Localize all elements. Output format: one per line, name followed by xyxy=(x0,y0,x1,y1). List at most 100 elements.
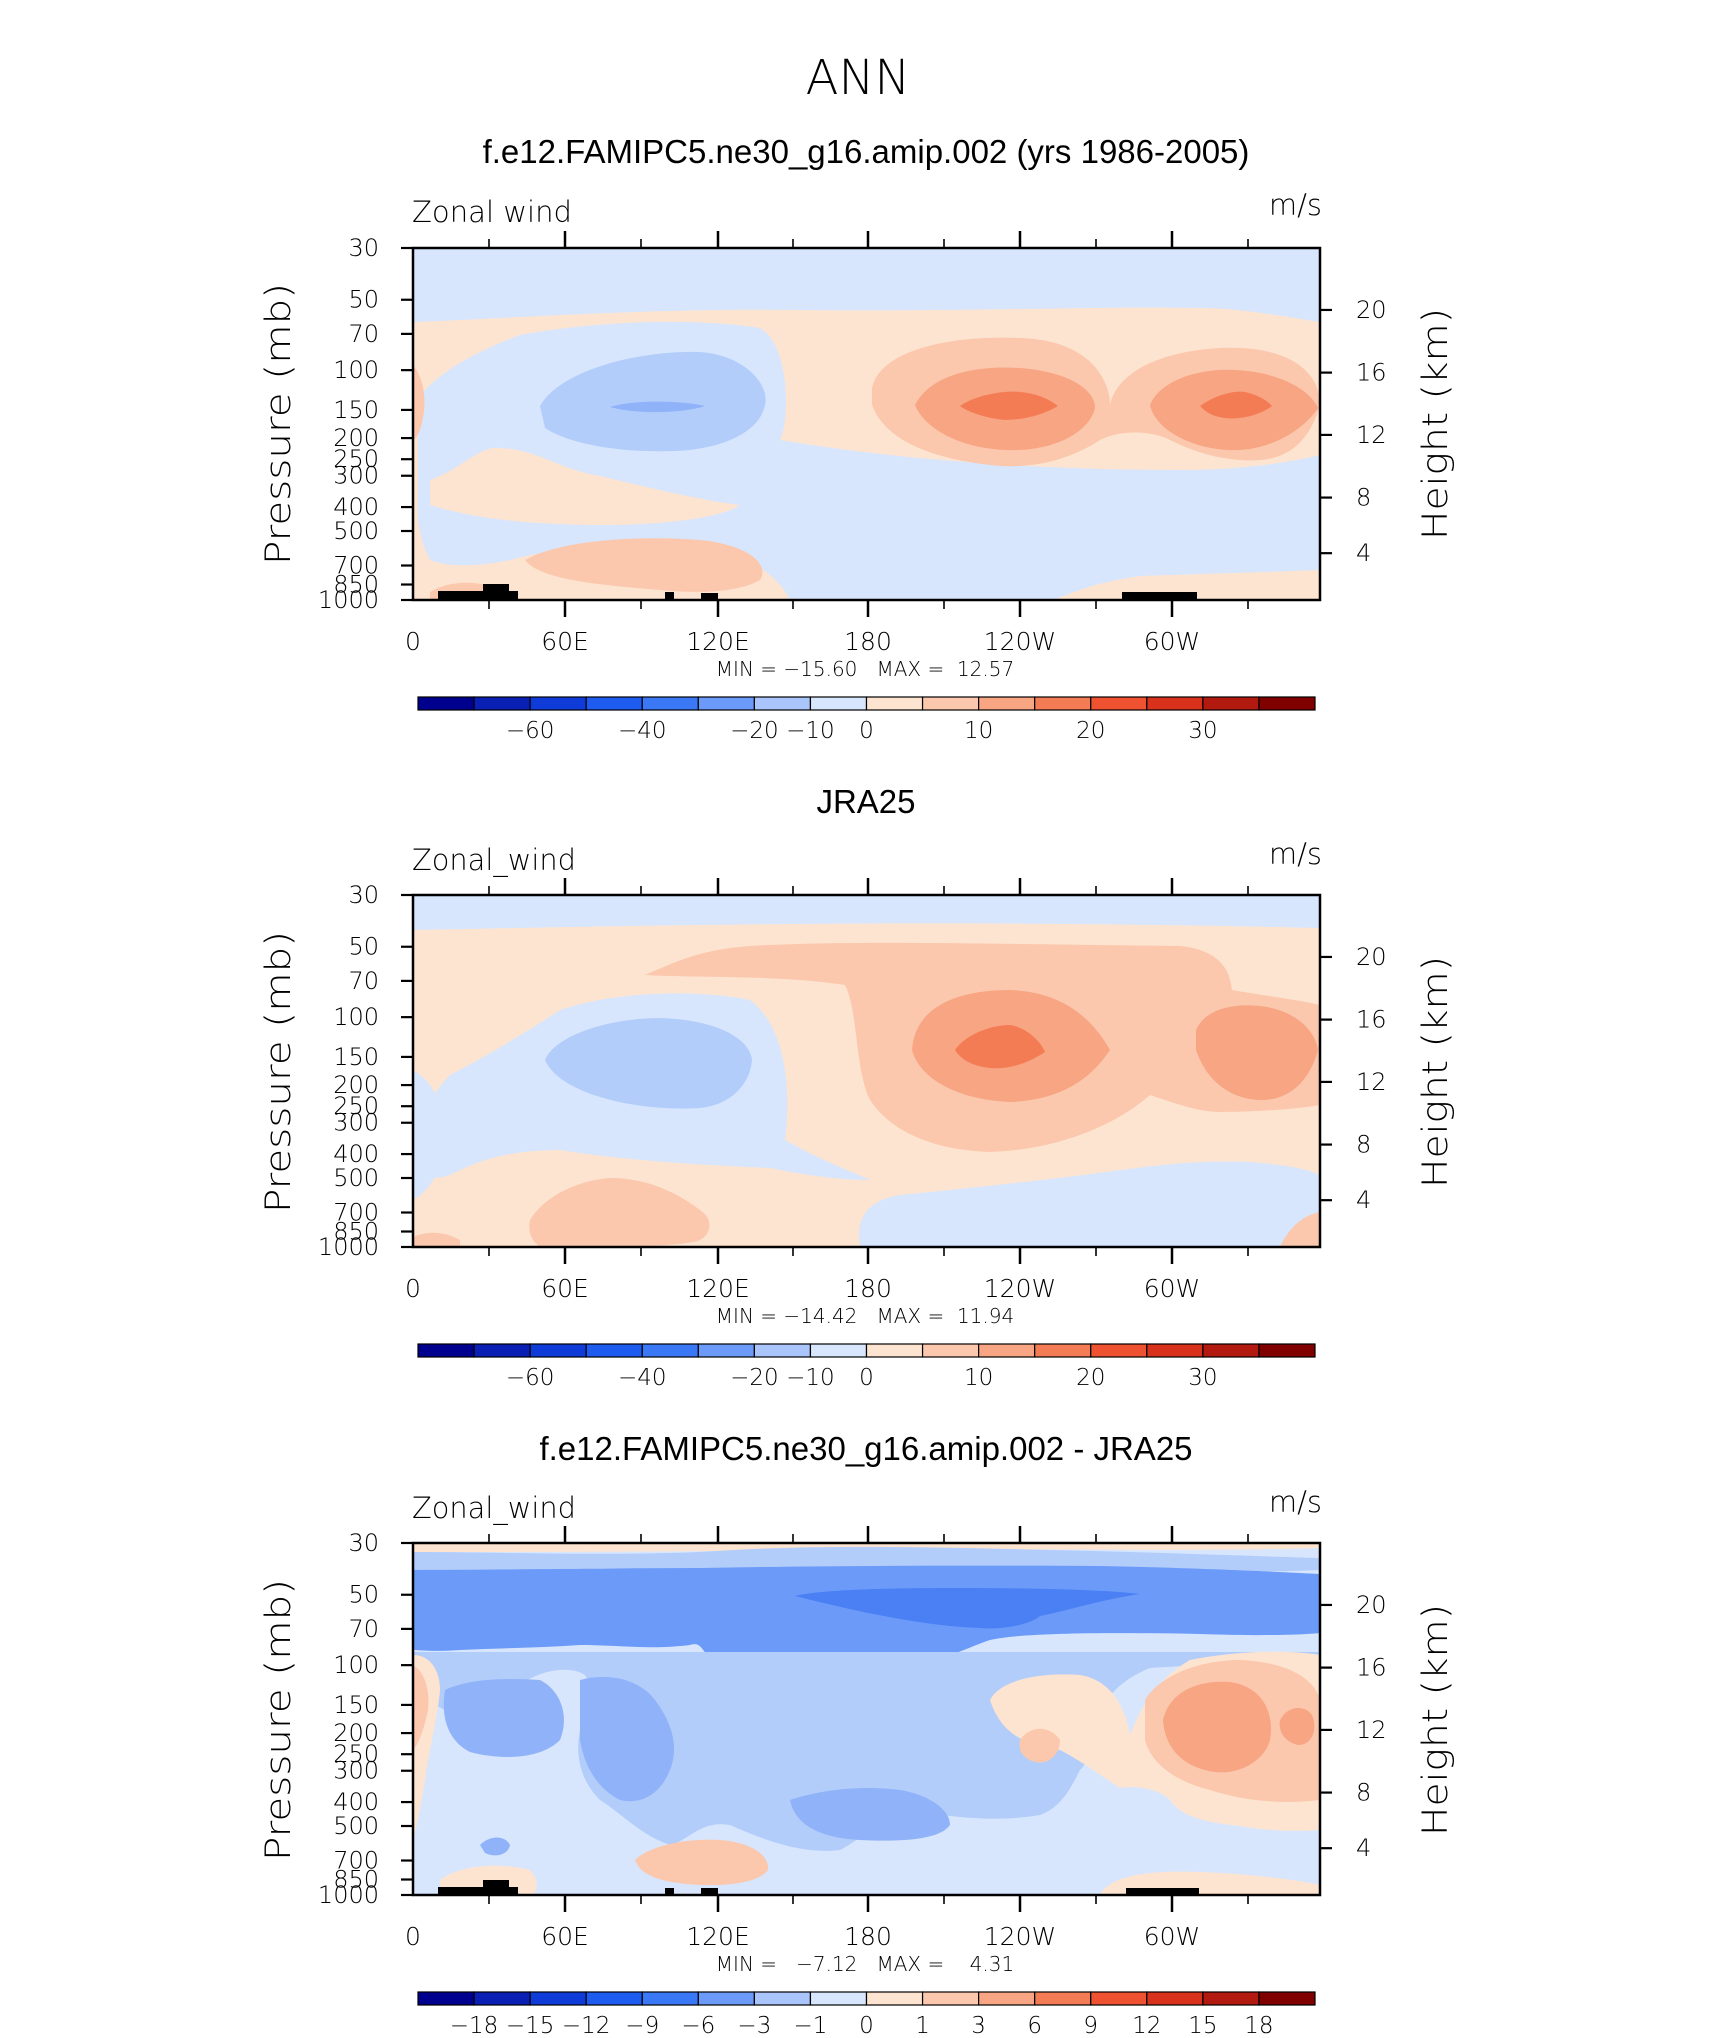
colorbar-label: 18 xyxy=(1244,2013,1273,2038)
y-tick-label: 400 xyxy=(333,493,379,521)
y-tick-label: 50 xyxy=(348,1581,379,1609)
y-tick-label: 700 xyxy=(333,1847,379,1875)
panel-3-title: f.e12.FAMIPC5.ne30_g16.amip.002 - JRA25 xyxy=(539,1430,1192,1467)
colorbar-swatch xyxy=(1146,1991,1204,2006)
panel-3-ylabel2: Height (km) xyxy=(1416,1604,1456,1836)
colorbar-swatch xyxy=(1258,696,1316,711)
colorbar-label: −9 xyxy=(625,2013,659,2038)
y-tick-label: 30 xyxy=(348,1529,379,1557)
colorbar-swatch xyxy=(753,1343,812,1358)
x-tick-label: 120W xyxy=(984,1922,1056,1951)
colorbar-label: −60 xyxy=(506,718,555,744)
colorbar-label: 20 xyxy=(1076,1365,1105,1391)
panel-2-title: JRA25 xyxy=(816,783,915,820)
y-tick-label: 30 xyxy=(348,234,379,262)
y-tick-label: 100 xyxy=(333,1003,379,1031)
y-tick-label: 500 xyxy=(333,1164,379,1192)
colorbar-swatch xyxy=(809,1991,868,2006)
x-tick-label: 0 xyxy=(405,1922,421,1951)
y2-tick-label: 20 xyxy=(1356,943,1387,971)
panel-2-ylabel: Pressure (mb) xyxy=(259,931,299,1213)
p1-fill-blue-2 xyxy=(610,401,705,413)
colorbar-label: −1 xyxy=(793,2013,827,2038)
y2-tick-label: 8 xyxy=(1356,1131,1371,1159)
panel-1-variable-label: Zonal wind xyxy=(412,195,572,229)
y2-tick-label: 20 xyxy=(1356,1591,1387,1619)
p2-fill-light-blue-sw xyxy=(413,1070,445,1200)
panel-1-title: f.e12.FAMIPC5.ne30_g16.amip.002 (yrs 198… xyxy=(483,133,1250,170)
p3-fill-salmon-small xyxy=(1019,1728,1060,1763)
panel-2-units: m/s xyxy=(1269,837,1322,871)
p3-fill-blue-1-top xyxy=(413,1546,1320,1573)
panel-1: f.e12.FAMIPC5.ne30_g16.amip.002 (yrs 198… xyxy=(259,133,1456,744)
colorbar-label: 3 xyxy=(971,2013,986,2038)
colorbar-swatch xyxy=(921,1991,980,2006)
colorbar-label: 6 xyxy=(1027,2013,1042,2038)
panel-3: f.e12.FAMIPC5.ne30_g16.amip.002 - JRA25 xyxy=(259,1430,1456,2038)
p1-topography xyxy=(438,584,1197,600)
p2-fill-light-blue-top xyxy=(413,895,1320,930)
p2-fill-salmon-sw xyxy=(413,1232,460,1247)
colorbar-swatch xyxy=(978,1343,1036,1358)
x-tick-label: 60E xyxy=(541,1922,589,1951)
colorbar-swatch xyxy=(641,1991,699,2006)
y2-tick-label: 4 xyxy=(1356,1834,1371,1862)
p2-fill-salmon-2-east xyxy=(1196,1005,1318,1100)
colorbar-swatch xyxy=(417,696,475,711)
colorbar-swatch xyxy=(978,1991,1036,2006)
y-tick-label: 850 xyxy=(333,1218,379,1246)
colorbar-label: −60 xyxy=(506,1365,555,1391)
p1-fill-salmon-west-edge xyxy=(413,365,425,440)
y-tick-label: 400 xyxy=(333,1788,379,1816)
y2-tick-label: 12 xyxy=(1356,1716,1387,1744)
p3-fill-blue-2-sw xyxy=(480,1837,510,1856)
p1-fill-peach-pocket xyxy=(430,447,740,526)
panel-3-units: m/s xyxy=(1269,1485,1322,1519)
colorbar-swatch xyxy=(865,696,924,711)
y-tick-label: 200 xyxy=(333,424,379,452)
p3-fill-blue-2-mid xyxy=(790,1788,950,1841)
colorbar-swatch xyxy=(1202,1343,1260,1358)
colorbar-swatch xyxy=(585,696,643,711)
p2-fill-blue-1 xyxy=(545,1018,752,1109)
colorbar-label: 0 xyxy=(859,2013,874,2038)
colorbar-swatch xyxy=(865,1343,924,1358)
colorbar-swatch xyxy=(473,1991,531,2006)
colorbar-label: −10 xyxy=(786,718,835,744)
y-tick-label: 50 xyxy=(348,286,379,314)
colorbar-swatch xyxy=(1090,1991,1148,2006)
y-tick-label: 70 xyxy=(348,967,379,995)
colorbar-swatch xyxy=(473,696,531,711)
p1-fill-salmon-3-b xyxy=(1200,391,1272,419)
x-tick-label: 120W xyxy=(984,1274,1056,1303)
p3-fill-blue-4-core xyxy=(795,1588,1140,1629)
p3-fill-salmon-2-far-east xyxy=(1279,1708,1315,1745)
figure-title: ANN xyxy=(806,50,911,106)
colorbar-swatch xyxy=(1090,696,1148,711)
x-tick-label: 60W xyxy=(1144,627,1201,656)
p2-fill-salmon-3 xyxy=(955,1025,1045,1069)
x-tick-label: 120E xyxy=(686,627,750,656)
panel-1-min-max: MIN = −15.60 MAX = 12.57 xyxy=(716,657,1014,681)
x-tick-label: 180 xyxy=(844,627,892,656)
colorbar-label: −20 xyxy=(730,718,779,744)
x-tick-label: 60E xyxy=(541,1274,589,1303)
x-tick-label: 180 xyxy=(844,1922,892,1951)
colorbar-swatch xyxy=(585,1991,643,2006)
colorbar-swatch xyxy=(1202,1991,1260,2006)
panel-1-units: m/s xyxy=(1269,188,1322,222)
y2-tick-label: 8 xyxy=(1356,1779,1371,1807)
colorbar-swatch xyxy=(1258,1343,1316,1358)
colorbar-label: 9 xyxy=(1083,2013,1098,2038)
p1-fill-salmon-low xyxy=(525,538,763,592)
colorbar-label: −18 xyxy=(450,2013,499,2038)
panel-3-contours xyxy=(413,1543,1320,1895)
colorbar-label: 0 xyxy=(859,1365,874,1391)
panel-1-ylabel2: Height (km) xyxy=(1416,308,1456,540)
colorbar-label: 0 xyxy=(859,718,874,744)
x-tick-label: 60E xyxy=(541,627,589,656)
y-tick-label: 300 xyxy=(333,1109,379,1137)
colorbar-swatch xyxy=(1202,696,1260,711)
y-tick-label: 1000 xyxy=(318,1881,379,1909)
